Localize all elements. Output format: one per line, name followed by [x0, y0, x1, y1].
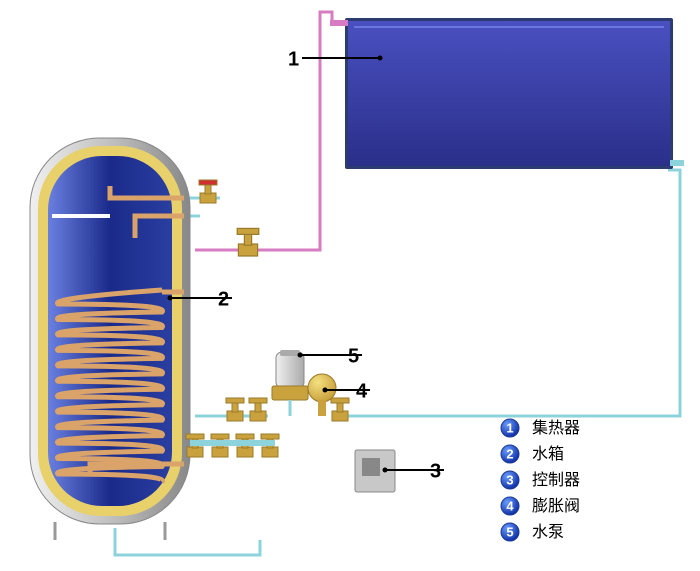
- brass-valve: [249, 398, 267, 421]
- legend-item-5: 5 水泵: [501, 523, 564, 541]
- brass-valve: [331, 398, 349, 421]
- solar-collector: [330, 18, 684, 169]
- legend: 1 集热器 2 水箱 3 控制器 4 膨胀阀 5 水泵: [501, 419, 580, 541]
- brass-valve: [226, 398, 244, 421]
- callout-1: 1: [288, 48, 299, 70]
- legend-number: 4: [506, 499, 514, 514]
- callout-2: 2: [218, 288, 229, 310]
- legend-label: 水箱: [532, 445, 564, 463]
- legend-label: 控制器: [532, 471, 580, 489]
- pipe-cold-main: [335, 170, 680, 416]
- legend-label: 膨胀阀: [532, 497, 580, 515]
- legend-number: 2: [506, 447, 513, 462]
- collector-panel: [348, 21, 670, 166]
- legend-item-1: 1 集热器: [501, 419, 580, 437]
- brass-valve: [237, 228, 259, 256]
- callout-5: 5: [348, 345, 359, 367]
- legend-number: 1: [506, 421, 513, 436]
- legend-label: 集热器: [532, 419, 580, 437]
- legend-item-2: 2 水箱: [501, 445, 564, 463]
- legend-label: 水泵: [532, 523, 564, 541]
- legend-number: 5: [506, 525, 513, 540]
- water-pump: [272, 350, 308, 416]
- legend-item-3: 3 控制器: [501, 471, 580, 489]
- callout-4: 4: [356, 380, 368, 402]
- legend-item-4: 4 膨胀阀: [501, 497, 580, 515]
- solar-water-heater-diagram: 1 2 3 4 5 1 集热器 2 水箱 3 控制器 4 膨胀阀 5 水泵: [0, 0, 700, 571]
- pipe-hot: [195, 12, 332, 250]
- callout-3: 3: [430, 460, 441, 482]
- controller-screen: [362, 458, 380, 476]
- water-tank: [30, 138, 190, 524]
- brass-valve: [199, 180, 217, 203]
- expansion-vessel: [308, 374, 336, 416]
- legend-number: 3: [506, 473, 513, 488]
